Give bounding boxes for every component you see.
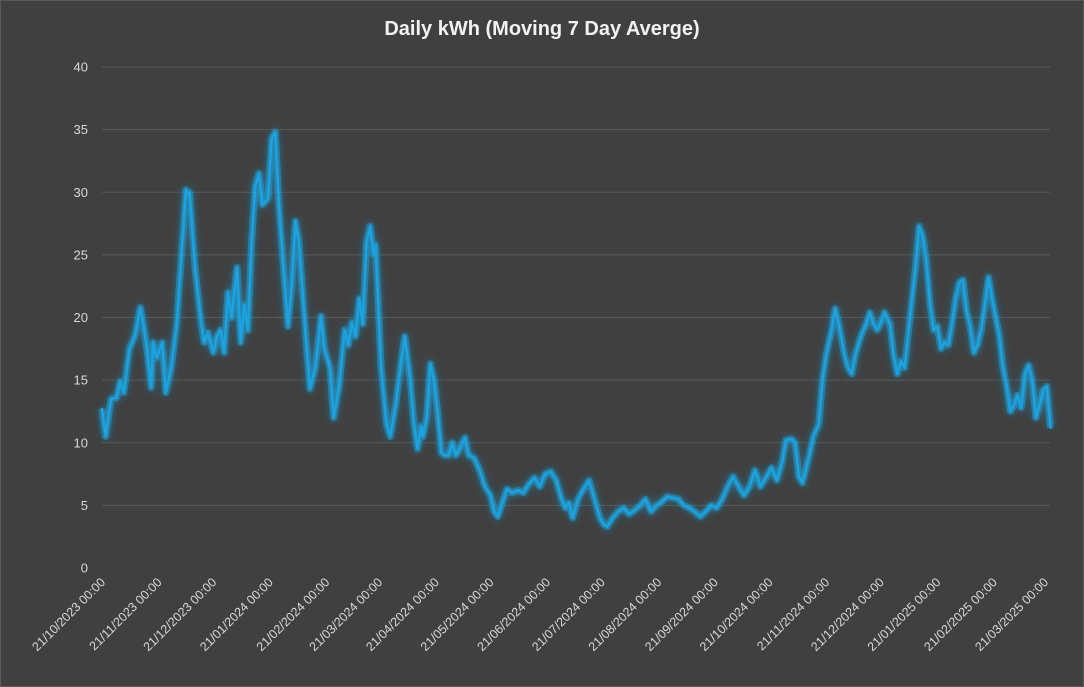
series-line bbox=[100, 130, 1052, 528]
y-tick-label: 40 bbox=[74, 60, 88, 75]
y-tick-label: 15 bbox=[74, 373, 88, 388]
y-tick-label: 10 bbox=[74, 435, 88, 450]
y-tick-label: 35 bbox=[74, 122, 88, 137]
y-tick-label: 30 bbox=[74, 185, 88, 200]
y-tick-label: 5 bbox=[81, 498, 88, 513]
y-tick-label: 0 bbox=[81, 561, 88, 576]
y-tick-label: 25 bbox=[74, 247, 88, 262]
y-tick-label: 20 bbox=[74, 310, 88, 325]
chart-title: Daily kWh (Moving 7 Day Averge) bbox=[384, 18, 700, 40]
